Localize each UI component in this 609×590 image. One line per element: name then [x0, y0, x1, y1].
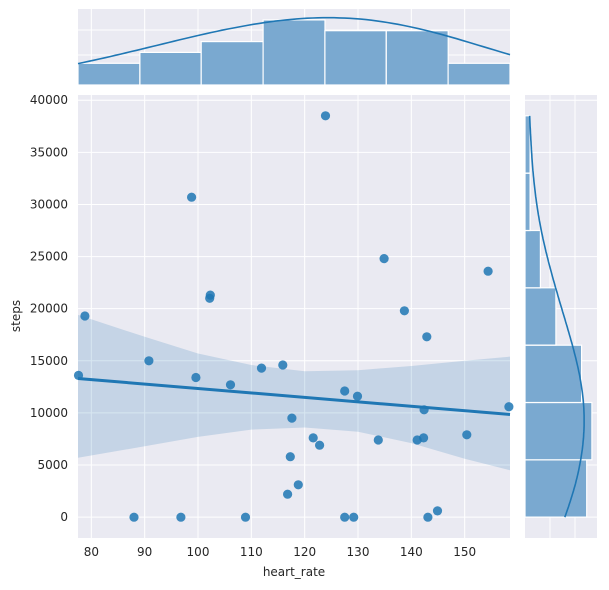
marginal-y-bar [524, 172, 531, 232]
scatter-point [315, 440, 325, 450]
marginal-x-bar [77, 62, 141, 86]
confidence-band [78, 314, 510, 471]
x-tick-label: 120 [293, 545, 316, 559]
x-tick-label: 110 [240, 545, 263, 559]
scatter-point [287, 413, 297, 423]
scatter-point [240, 512, 251, 522]
scatter-point [399, 306, 409, 316]
scatter-point [373, 435, 383, 445]
scatter-point [293, 480, 303, 490]
marginal-x-histogram [77, 19, 511, 86]
scatter-point [80, 311, 90, 321]
scatter-point [352, 391, 363, 401]
scatter-point [423, 512, 433, 522]
scatter-point [205, 290, 215, 300]
marginal-x-bar [139, 51, 202, 86]
marginal-y-bar [524, 287, 557, 346]
x-tick-label: 80 [84, 545, 99, 559]
y-tick-label: 25000 [30, 250, 68, 264]
marginal-x-bar [200, 40, 264, 86]
marginal-x-bar [447, 62, 511, 86]
scatter-point [176, 512, 186, 522]
scatter-point [462, 430, 472, 440]
marginal-y-bar [524, 344, 583, 404]
scatter-point [285, 452, 295, 462]
marginal-y-panel [524, 95, 597, 538]
x-tick-label: 100 [187, 545, 210, 559]
y-tick-label: 15000 [30, 354, 68, 368]
scatter-point [191, 372, 201, 383]
y-tick-label: 5000 [37, 458, 68, 472]
y-tick-labels: 0 5000 10000 15000 20000 25000 30000 35000 40000 [30, 93, 68, 524]
main-gridlines [78, 95, 510, 538]
scatter-point [278, 360, 288, 370]
scatter-point [432, 506, 443, 516]
scatter-point [129, 512, 139, 522]
scatter-point [283, 489, 293, 499]
y-axis-label: steps [9, 300, 23, 332]
marginal-y-histogram [524, 115, 593, 518]
scatter-point [320, 111, 331, 121]
regression-line [77, 377, 511, 416]
scatter-point [483, 266, 493, 276]
plot-background [78, 95, 510, 538]
scatter-point [422, 332, 432, 342]
scatter-point [256, 363, 267, 373]
y-tick-label: 20000 [30, 302, 68, 316]
marginal-x-panel [77, 9, 511, 86]
scatter-point [73, 370, 84, 380]
y-tick-label: 40000 [30, 93, 68, 107]
x-tick-label: 150 [453, 545, 476, 559]
scatter-point [504, 402, 514, 412]
marginal-x-bar [262, 19, 326, 86]
x-tick-label: 90 [137, 545, 152, 559]
x-axis-label: heart_rate [263, 565, 325, 579]
scatter-point [225, 380, 236, 390]
scatter-point [340, 386, 350, 396]
y-tick-label: 10000 [30, 406, 68, 420]
y-tick-label: 0 [60, 510, 68, 524]
y-tick-label: 35000 [30, 145, 68, 159]
scatter-point [308, 433, 318, 443]
scatter-point [187, 192, 197, 202]
marginal-y-bar [524, 115, 531, 174]
marginal-y-kde-line [528, 115, 585, 518]
scatter-point [419, 405, 429, 415]
marginal-y-bar [524, 459, 588, 518]
marginal-x-kde-line [77, 16, 511, 65]
marginal-y-bar [524, 401, 593, 461]
scatter-point [349, 512, 359, 522]
marginal-x-bar [385, 30, 449, 86]
y-tick-label: 30000 [30, 197, 68, 211]
scatter-points [73, 111, 514, 522]
x-tick-label: 140 [400, 545, 423, 559]
scatter-point [144, 356, 154, 366]
x-tick-label: 130 [347, 545, 370, 559]
main-panel: 80 90 100 110 120 130 140 150 0 5000 10000 15000 20… [9, 93, 514, 579]
marginal-y-bar [524, 229, 541, 289]
x-tick-labels: 80 90 100 110 120 130 140 150 [84, 545, 476, 559]
marginal-x-bar [324, 30, 387, 86]
scatter-point [379, 254, 389, 264]
scatter-point [340, 512, 350, 522]
scatter-point [419, 433, 429, 443]
